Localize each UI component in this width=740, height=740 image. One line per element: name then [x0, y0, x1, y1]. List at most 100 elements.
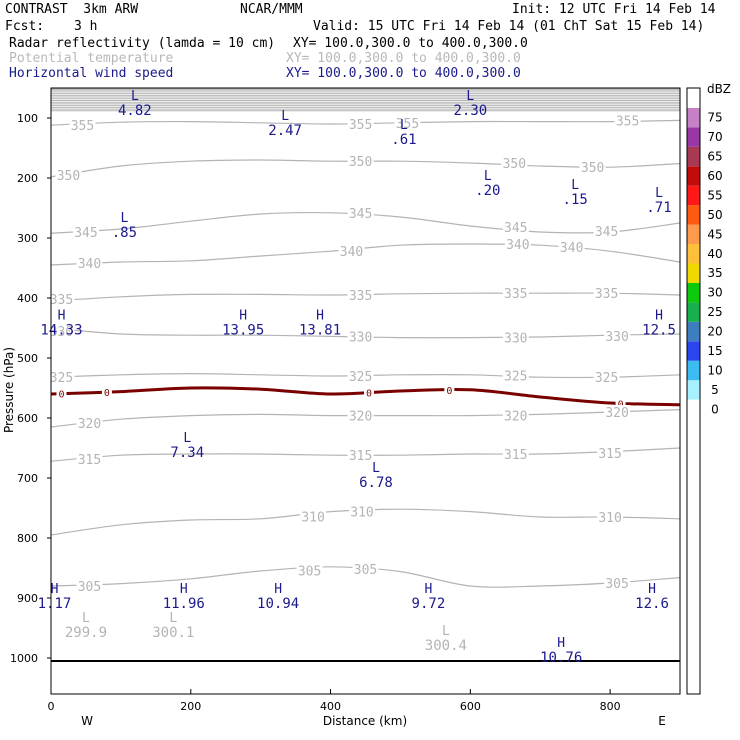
- zero-contour-label: 0: [58, 390, 64, 401]
- theta-contour-label: 330: [349, 330, 372, 345]
- theta-label-bg: [347, 205, 374, 219]
- colorbar-frame: [686, 87, 701, 695]
- wind-extremum-value: 14.33: [40, 323, 82, 339]
- upper-band-contours: [51, 88, 680, 112]
- wind-extremum-value: .85: [112, 225, 137, 241]
- zero-label-bg: [101, 386, 112, 399]
- colorbar-swatch-10: [687, 360, 700, 381]
- wind-extremum-marker: L: [484, 169, 492, 184]
- theta-contour-label: 330: [50, 325, 73, 340]
- colorbar-swatch-15: [687, 341, 700, 361]
- reflectivity-zero-contour: 0 0 0 0 0: [50, 384, 681, 410]
- y-tick-label: 700: [17, 472, 38, 485]
- y-tick-label: 100: [17, 112, 38, 125]
- theta-label-bg: [593, 370, 620, 384]
- wind-extremum-value: .71: [646, 200, 671, 216]
- wind-extremum-marker: H: [274, 582, 282, 597]
- west-endpoint-label: W: [81, 714, 93, 728]
- theta-label-bg: [593, 223, 620, 237]
- zero-contour-label: 0: [366, 388, 372, 399]
- theta-contour-label: 310: [598, 511, 621, 526]
- theta-contour-label: 355: [396, 117, 419, 132]
- theta-label-bg: [502, 447, 529, 460]
- colorbar-swatch-70: [687, 127, 700, 147]
- wind-extremum-marker: L: [131, 89, 139, 104]
- zero-label-bg: [615, 397, 626, 410]
- theta-label-bg: [502, 220, 529, 234]
- colorbar-label: 50: [707, 208, 722, 222]
- theta-contour-label: 320: [349, 410, 372, 425]
- x-tick-label: 0: [48, 700, 55, 713]
- theta-contour-340: [50, 243, 681, 266]
- y-tick-label: 1000: [10, 652, 38, 665]
- colorbar: 0 5 10 15 20 25 30 35 40 45 50 55 60 65 70 75 dBZ: [686, 82, 731, 695]
- wind-extremum-value: 12.6: [635, 596, 669, 612]
- colorbar-swatch-40: [687, 244, 700, 264]
- colorbar-swatch-35: [687, 263, 700, 283]
- x-tick-label: 200: [180, 700, 201, 713]
- theta-contour-label: 345: [595, 225, 618, 240]
- theta-contour-label: 330: [605, 330, 628, 345]
- theta-label-bg: [502, 330, 529, 344]
- theta-contour-label: 315: [504, 448, 527, 463]
- colorbar-units: dBZ: [707, 82, 731, 96]
- theta-label-bg: [48, 324, 75, 337]
- wind-extremum-value: 7.34: [170, 445, 204, 461]
- theta-contour-label: 325: [595, 371, 618, 386]
- theta-label-bg: [394, 115, 421, 129]
- theta-contour-label: 320: [504, 410, 527, 425]
- colorbar-label: 70: [707, 130, 722, 144]
- center-title: NCAR/MMM: [240, 2, 303, 17]
- theta-contour-label: 355: [349, 118, 372, 133]
- theta-extremum-marker: L: [82, 611, 90, 626]
- y-axis-label: Pressure (hPa): [2, 347, 16, 433]
- wind-extremum-marker: H: [648, 582, 656, 597]
- wind-extremum-value: 6.78: [359, 475, 393, 491]
- theta-contour-label: 345: [74, 226, 97, 241]
- wind-extremum-marker: L: [571, 178, 579, 193]
- zero-label-bg: [363, 386, 374, 399]
- theta-label-bg: [502, 408, 529, 422]
- theta-contour-label: 340: [340, 245, 363, 260]
- theta-contour-label: 325: [504, 369, 527, 384]
- colorbar-swatch-30: [687, 282, 700, 303]
- y-tick-label: 500: [17, 352, 38, 365]
- wind-extremum-marker: H: [655, 309, 663, 324]
- colorbar-swatch-25: [687, 302, 700, 322]
- theta-contour-label: 320: [78, 417, 101, 432]
- colorbar-swatch-5: [687, 380, 700, 400]
- colorbar-label: 0: [711, 402, 719, 416]
- colorbar-swatch-75: [687, 108, 700, 128]
- theta-label-bg: [501, 156, 528, 169]
- colorbar-label: 10: [707, 363, 722, 377]
- wind-extremum-marker: L: [120, 211, 128, 226]
- theta-label-bg: [296, 563, 323, 577]
- wind-extremum-value: .20: [475, 183, 500, 199]
- colorbar-swatch-45: [687, 224, 700, 245]
- colorbar-label: 20: [707, 325, 722, 339]
- theta-contour-label: 350: [349, 155, 372, 170]
- colorbar-bottom-cap: [687, 419, 700, 694]
- theta-contour-label: 325: [50, 371, 73, 386]
- colorbar-label: 75: [707, 111, 722, 125]
- y-tick-label: 800: [17, 532, 38, 545]
- colorbar-label: 65: [707, 150, 722, 164]
- model-title: CONTRAST 3km ARW: [5, 2, 139, 17]
- colorbar-swatch-20: [687, 321, 700, 342]
- theta-label-bg: [55, 168, 82, 181]
- valid-time: Valid: 15 UTC Fri 14 Feb 14 (01 ChT Sat …: [313, 19, 705, 34]
- theta-label-bg: [502, 368, 529, 382]
- wind-extremum-marker: H: [58, 309, 66, 324]
- wind-extremum-value: 10.94: [257, 596, 299, 612]
- colorbar-label: 25: [707, 305, 722, 319]
- colorbar-label: 55: [707, 188, 722, 202]
- theta-label-bg: [349, 504, 376, 518]
- theta-contour-label: 355: [616, 114, 639, 129]
- theta-contour-label: 305: [605, 577, 628, 592]
- theta-contour-label: 335: [504, 287, 527, 302]
- zero-label-bg: [444, 384, 455, 397]
- theta-contour-label: 315: [598, 447, 621, 462]
- theta-contour-label: 335: [349, 289, 372, 304]
- theta-label-bg: [76, 579, 103, 592]
